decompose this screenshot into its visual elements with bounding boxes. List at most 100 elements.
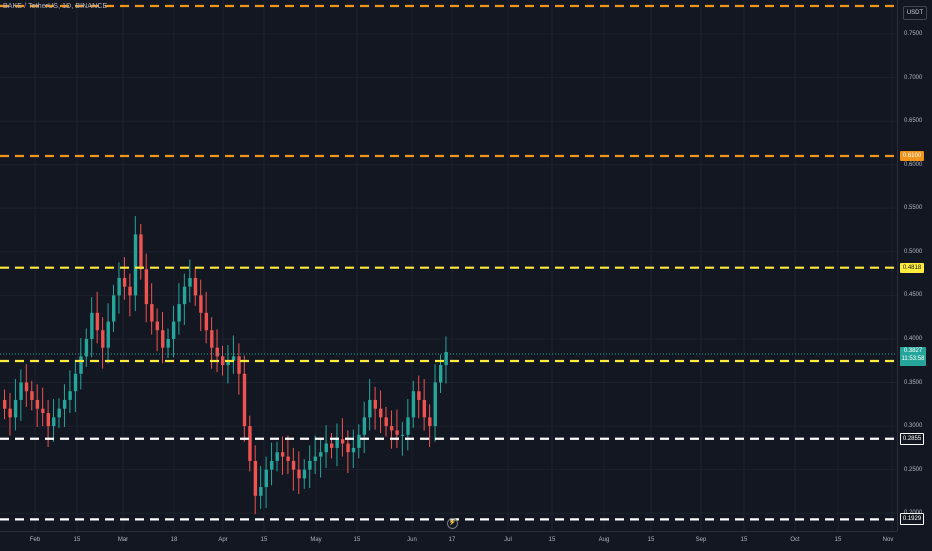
candle-body [177, 304, 181, 322]
candle-body [319, 452, 323, 457]
candle-body [264, 469, 268, 488]
price-tick-label: 0.4000 [904, 335, 923, 342]
candle-body [226, 360, 230, 366]
time-axis[interactable] [0, 531, 897, 551]
candle-body [133, 234, 138, 296]
candle-body [188, 277, 192, 287]
symbol-title: BAKE / TetherUS, 1D, BINANCE [3, 3, 108, 10]
candle-body [24, 382, 29, 392]
chart-area[interactable] [0, 0, 897, 531]
candle-body [68, 391, 72, 400]
time-tick-label: Nov [882, 537, 894, 543]
candle-body [395, 430, 399, 435]
candle-body [73, 373, 78, 392]
candle-body [330, 443, 334, 448]
level-price-label: 0.1929 [900, 513, 924, 526]
candle-body [357, 434, 361, 448]
candle-body [30, 391, 34, 400]
currency-button[interactable]: USDT [903, 6, 927, 20]
candle-body [79, 356, 83, 374]
candle-body [150, 304, 154, 322]
time-tick-label: 15 [740, 537, 748, 543]
candle-body [182, 286, 187, 305]
candle-body [166, 338, 170, 348]
candle-body [117, 277, 121, 296]
candle-body [302, 469, 307, 479]
time-tick-label: Sep [695, 537, 707, 543]
candlestick-chart[interactable] [0, 0, 897, 531]
candle-body [242, 373, 247, 427]
time-tick-label: Feb [29, 537, 41, 543]
candle-body [139, 234, 143, 270]
time-tick-label: Apr [218, 537, 228, 543]
level-price-label: 0.6100 [900, 150, 924, 161]
candle-body [313, 456, 318, 461]
candle-body [417, 391, 421, 400]
candle-body [324, 443, 328, 453]
candle-body [210, 330, 214, 348]
time-tick-label: Mar [117, 537, 129, 543]
price-tick-label: 0.3500 [904, 379, 923, 386]
candle-body [57, 408, 61, 418]
lightning-icon[interactable]: ⚡ [447, 518, 458, 529]
candle-body [19, 382, 23, 400]
candle-body [335, 439, 339, 448]
candle-body [52, 417, 56, 427]
candle-body [368, 399, 372, 418]
candle-body [351, 447, 356, 453]
candle-body [41, 408, 45, 414]
candle-body [291, 460, 296, 470]
price-tick-label: 0.4500 [904, 292, 923, 299]
level-price-label: 0.4818 [900, 262, 924, 273]
price-tick-label: 0.3000 [904, 423, 923, 430]
candle-body [384, 417, 388, 427]
price-tick-label: 0.5500 [904, 205, 923, 212]
time-tick-label: 17 [448, 537, 456, 543]
candle-body [8, 408, 12, 418]
time-tick-label: 15 [73, 537, 81, 543]
current-price-label: 0.3827 11:53:58 [900, 347, 926, 367]
candle-body [275, 452, 279, 461]
time-tick-label: 15 [260, 537, 268, 543]
candle-body [13, 399, 18, 418]
candle-body [231, 356, 236, 361]
candle-body [444, 352, 448, 366]
time-tick-label: Oct [790, 537, 800, 543]
bar-countdown: 11:53:58 [901, 356, 925, 363]
price-tick-label: 0.2000 [904, 510, 922, 516]
candle-body [199, 295, 203, 313]
candle-body [400, 434, 405, 436]
candle-body [155, 321, 159, 331]
candle-body [95, 312, 100, 331]
candle-body [215, 347, 219, 357]
candle-body [428, 417, 432, 427]
price-tick-label: 0.7000 [904, 74, 923, 81]
candle-body [280, 452, 285, 457]
current-price-value: 0.3827 [903, 348, 923, 355]
candle-body [439, 365, 443, 383]
price-tick-label: 0.5000 [904, 248, 923, 255]
candle-body [373, 399, 377, 409]
price-tick-label: 0.6500 [904, 118, 923, 125]
candle-body [35, 399, 40, 409]
candle-body [90, 312, 94, 339]
candle-body [248, 426, 252, 461]
candle-body [106, 321, 110, 348]
level-price-label: 0.2855 [900, 432, 924, 445]
candle-body [122, 277, 127, 287]
candle-body [433, 382, 437, 427]
candle-body [253, 460, 258, 496]
candle-body [406, 417, 410, 435]
candle-body [270, 460, 274, 470]
candle-body [411, 391, 416, 418]
candle-body [389, 426, 394, 431]
time-tick-label: Jul [504, 537, 512, 543]
candle-body [101, 330, 105, 348]
candle-body [204, 312, 209, 331]
time-tick-label: 15 [353, 537, 361, 543]
price-tick-label: 0.6000 [904, 161, 923, 168]
candle-body [286, 456, 290, 461]
candle-body [297, 469, 301, 479]
time-tick-label: 15 [647, 537, 655, 543]
time-tick-label: 18 [170, 537, 178, 543]
